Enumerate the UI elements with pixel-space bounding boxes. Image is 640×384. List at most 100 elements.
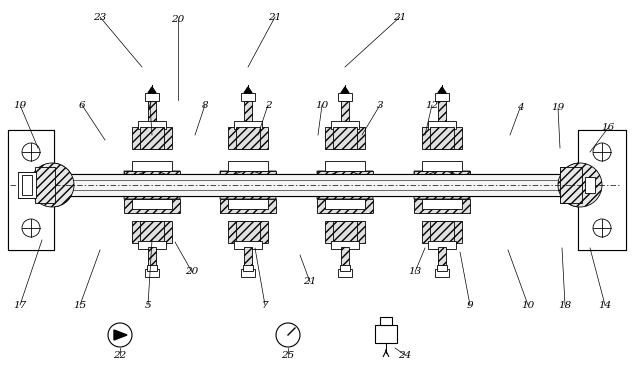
Circle shape (30, 163, 74, 207)
Bar (333, 221, 357, 243)
Circle shape (108, 323, 132, 347)
Bar (428, 121, 456, 129)
Bar (140, 127, 164, 149)
Bar (124, 199, 180, 213)
Bar (8, 130, 54, 250)
Bar (220, 171, 276, 185)
Text: 12: 12 (426, 101, 438, 109)
Bar (422, 127, 462, 149)
Bar (435, 269, 449, 277)
Polygon shape (438, 87, 446, 93)
Polygon shape (114, 330, 127, 340)
Circle shape (22, 143, 40, 161)
Text: 13: 13 (408, 268, 422, 276)
Wedge shape (124, 171, 180, 199)
Text: 5: 5 (145, 301, 151, 310)
Bar (132, 199, 172, 209)
Bar (228, 127, 268, 149)
Bar (22, 175, 32, 195)
Bar (228, 221, 268, 243)
Text: 6: 6 (79, 101, 85, 109)
Bar (578, 130, 626, 250)
Bar (585, 177, 595, 193)
Bar (132, 221, 172, 243)
Text: 16: 16 (602, 124, 614, 132)
Bar (380, 317, 392, 325)
Bar (138, 241, 166, 249)
Bar (132, 127, 172, 149)
Text: 19: 19 (552, 104, 564, 113)
Bar (124, 171, 180, 185)
Text: 10: 10 (522, 301, 534, 310)
Bar (241, 93, 255, 101)
Bar (338, 93, 352, 101)
Bar (317, 171, 373, 185)
Bar (35, 167, 55, 203)
Bar (18, 172, 36, 198)
Circle shape (276, 323, 300, 347)
Bar (145, 93, 159, 101)
Bar (428, 241, 456, 249)
Bar (331, 241, 359, 249)
Bar (145, 269, 159, 277)
Bar (435, 93, 449, 101)
Text: 14: 14 (598, 301, 612, 310)
Bar (220, 199, 276, 213)
Bar (438, 101, 446, 123)
Circle shape (22, 143, 40, 161)
Text: 19: 19 (13, 101, 27, 109)
Bar (331, 121, 359, 129)
Polygon shape (341, 87, 349, 93)
Text: 4: 4 (516, 104, 524, 113)
Text: 15: 15 (74, 301, 86, 310)
Text: 17: 17 (13, 301, 27, 310)
Circle shape (593, 143, 611, 161)
Circle shape (558, 163, 602, 207)
Text: 20: 20 (186, 268, 198, 276)
Wedge shape (414, 171, 470, 199)
Bar (325, 161, 365, 171)
Bar (414, 171, 470, 185)
Bar (422, 199, 462, 209)
Text: 21: 21 (268, 13, 282, 22)
Circle shape (593, 219, 611, 237)
Bar (340, 265, 350, 271)
Bar (234, 241, 262, 249)
Bar (578, 130, 626, 250)
Circle shape (22, 219, 40, 237)
Bar (430, 221, 454, 243)
Polygon shape (244, 87, 252, 93)
Text: 18: 18 (558, 301, 572, 310)
Text: 8: 8 (202, 101, 208, 109)
Bar (22, 175, 32, 195)
Circle shape (593, 143, 611, 161)
Circle shape (30, 163, 74, 207)
Wedge shape (414, 171, 470, 199)
Text: 10: 10 (316, 101, 328, 109)
Bar (140, 221, 164, 243)
Text: 23: 23 (93, 13, 107, 22)
Bar (325, 127, 365, 149)
Bar (437, 265, 447, 271)
Bar (560, 167, 582, 203)
Wedge shape (220, 171, 276, 199)
Circle shape (22, 219, 40, 237)
Text: 7: 7 (262, 301, 268, 310)
Bar (228, 199, 268, 209)
Bar (244, 247, 252, 269)
Bar (234, 121, 262, 129)
Bar (35, 167, 55, 203)
Text: 21: 21 (394, 13, 406, 22)
Text: 21: 21 (303, 278, 317, 286)
Bar (422, 221, 462, 243)
Bar (18, 172, 36, 198)
Bar (325, 199, 365, 209)
Text: 20: 20 (172, 15, 184, 25)
Bar (148, 247, 156, 269)
Bar (375, 325, 397, 343)
Wedge shape (317, 171, 373, 199)
Bar (138, 121, 166, 129)
Bar (243, 265, 253, 271)
Bar (341, 101, 349, 123)
Bar (325, 221, 365, 243)
